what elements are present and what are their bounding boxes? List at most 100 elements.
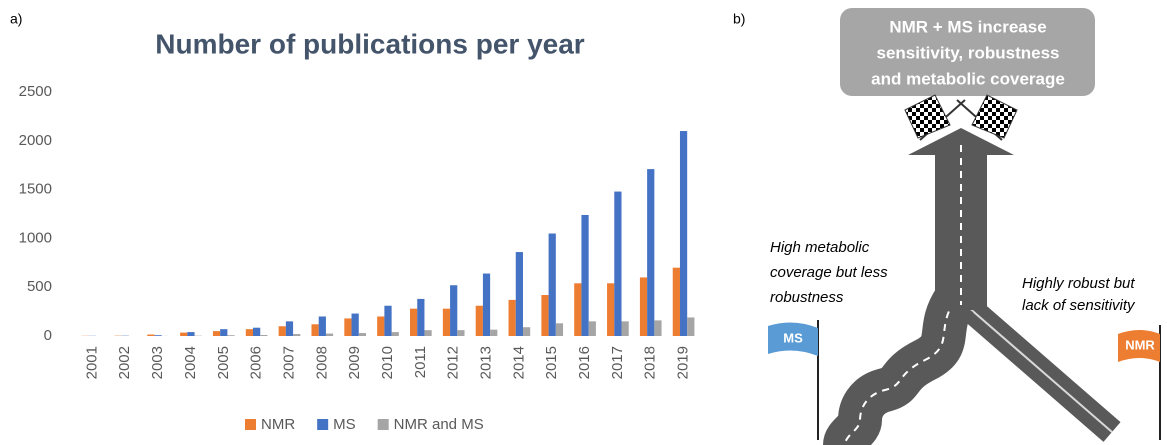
bar — [212, 331, 221, 336]
ms-path-text: High metabolic — [770, 239, 870, 256]
x-tick-label: 2007 — [280, 346, 297, 379]
bar — [351, 313, 359, 336]
arrow-head — [908, 128, 1014, 155]
x-tick-label: 2016 — [576, 346, 593, 379]
bar — [672, 267, 680, 336]
bar — [384, 305, 392, 336]
legend-label: NMR and MS — [394, 416, 484, 433]
legend-label: MS — [333, 416, 356, 433]
y-tick-label: 0 — [44, 327, 52, 344]
bar — [679, 131, 688, 336]
x-tick-label: 2018 — [642, 346, 659, 379]
checkered-flag — [904, 94, 951, 139]
bar — [639, 277, 648, 336]
y-tick-label: 2000 — [19, 132, 52, 149]
bar — [154, 335, 162, 336]
bar — [482, 273, 491, 336]
x-tick-label: 2008 — [313, 346, 330, 379]
bar-chart: 0 500 1000 1500 2000 2500 2001 2002 2003 2004 2005… — [19, 83, 695, 433]
flag-label: MS — [783, 330, 803, 345]
x-tick-label: 2011 — [412, 346, 429, 378]
x-tick-label: 2010 — [379, 346, 396, 379]
x-tick-label: 2009 — [346, 346, 363, 379]
nmr-flag — [1118, 330, 1160, 362]
bar — [522, 327, 531, 336]
legend-swatch — [317, 419, 329, 430]
x-tick-label: 2002 — [116, 346, 133, 379]
bar — [450, 285, 458, 336]
diagram: NMR + MS increase sensitivity, robustnes… — [768, 8, 1161, 445]
bar — [490, 329, 498, 336]
x-tick-label: 2015 — [543, 346, 560, 379]
bar — [541, 295, 549, 336]
bar — [260, 335, 268, 336]
bar — [278, 326, 286, 336]
bar — [285, 321, 294, 336]
bar — [325, 333, 334, 336]
panel-label: a) — [10, 11, 22, 27]
bar — [391, 332, 399, 336]
x-tick-label: 2017 — [609, 346, 626, 379]
x-tick-label: 2004 — [182, 346, 199, 379]
goal-box — [840, 8, 1095, 96]
goal-text: and metabolic coverage — [871, 69, 1065, 88]
x-tick-label: 2019 — [675, 346, 692, 379]
bar — [253, 327, 261, 336]
y-tick-label: 1500 — [19, 181, 52, 198]
bar — [187, 332, 195, 336]
bar — [410, 308, 418, 336]
x-tick-label: 2003 — [149, 346, 166, 379]
bar — [654, 320, 662, 336]
chart-title: Number of publications per year — [155, 28, 585, 59]
legend-swatch — [377, 419, 389, 430]
bar — [227, 335, 235, 336]
bar — [475, 305, 483, 336]
road — [823, 287, 975, 445]
legend-label: NMR — [261, 416, 295, 433]
bar — [442, 308, 451, 336]
bar — [293, 334, 301, 336]
ms-path-text: coverage but less — [770, 264, 888, 281]
y-tick-label: 1000 — [19, 229, 52, 246]
bar — [508, 299, 516, 336]
y-tick-label: 2500 — [19, 83, 52, 100]
nmr-path-text: lack of sensitivity — [1022, 297, 1136, 314]
bar — [581, 214, 589, 336]
ms-flag — [768, 322, 818, 356]
goal-text: NMR + MS increase — [889, 17, 1046, 36]
bar — [377, 316, 385, 336]
legend-swatch — [245, 419, 256, 430]
x-tick-label: 2013 — [477, 346, 494, 379]
bar — [245, 329, 254, 336]
road-line — [959, 299, 1113, 433]
bar — [457, 330, 465, 336]
bar — [574, 283, 582, 336]
x-tick-label: 2012 — [445, 346, 462, 379]
x-tick-label: 2006 — [248, 346, 265, 379]
bar — [417, 298, 425, 336]
x-tick-label: 2001 — [83, 346, 100, 379]
goal-text: sensitivity, robustness — [877, 43, 1060, 62]
bar — [515, 252, 523, 336]
bar — [687, 317, 695, 336]
bar — [614, 191, 622, 336]
panel-label: b) — [733, 11, 745, 27]
x-tick-label: 2005 — [215, 346, 232, 379]
bar — [588, 321, 596, 336]
flag-label: NMR — [1125, 337, 1155, 352]
bar — [621, 321, 629, 336]
bar — [607, 283, 615, 336]
bar — [358, 333, 366, 336]
bar — [318, 316, 326, 336]
bar — [548, 233, 556, 336]
bar — [220, 329, 228, 336]
bar — [647, 169, 655, 336]
bar — [311, 324, 319, 336]
bar — [147, 334, 155, 336]
ms-path-text: robustness — [770, 289, 844, 306]
bar — [424, 330, 432, 336]
x-tick-label: 2014 — [510, 346, 527, 379]
bar — [180, 332, 188, 336]
road-line — [844, 299, 956, 445]
